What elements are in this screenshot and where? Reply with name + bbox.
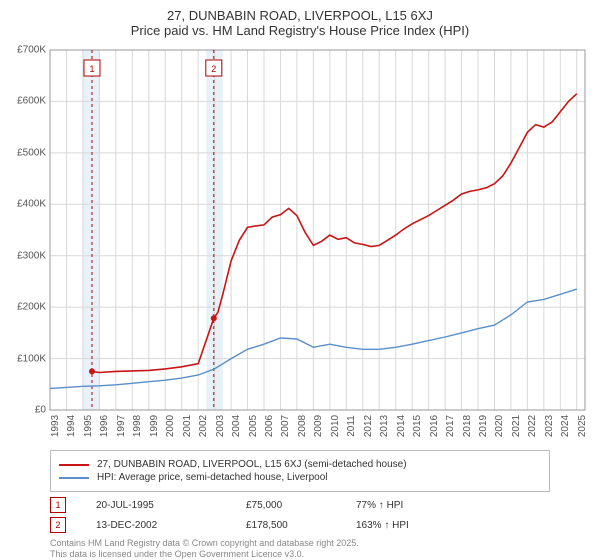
marker-pct-2: 163% ↑ HPI	[356, 520, 476, 531]
legend: 27, DUNBABIN ROAD, LIVERPOOL, L15 6XJ (s…	[50, 450, 550, 492]
x-tick-label: 1995	[83, 415, 94, 437]
legend-swatch	[59, 477, 89, 479]
series-step-dot	[211, 315, 217, 321]
y-axis: £0£100K£200K£300K£400K£500K£600K£700K	[0, 50, 50, 410]
marker-date-2: 13-DEC-2002	[96, 520, 246, 531]
x-tick-label: 1996	[99, 415, 110, 437]
series-property	[92, 94, 577, 373]
x-tick-label: 2000	[165, 415, 176, 437]
x-tick-label: 2025	[577, 415, 588, 437]
y-tick-label: £700K	[17, 45, 46, 56]
x-tick-label: 2021	[511, 415, 522, 437]
x-axis: 1993 1994 1995 1996 1997 1998 1999 2000 2001 2002…	[50, 410, 585, 450]
x-tick-label: 1993	[50, 415, 61, 437]
x-tick-label: 2011	[346, 415, 357, 437]
x-tick-label: 1999	[149, 415, 160, 437]
x-tick-label: 2002	[198, 415, 209, 437]
series-start-dot	[89, 368, 95, 374]
x-tick-label: 2005	[248, 415, 259, 437]
x-tick-label: 2024	[560, 415, 571, 437]
x-tick-label: 2018	[462, 415, 473, 437]
marker-badge-2: 2	[50, 517, 66, 533]
chart-container: 27, DUNBABIN ROAD, LIVERPOOL, L15 6XJ Pr…	[0, 0, 600, 560]
x-tick-label: 2019	[478, 415, 489, 437]
marker-line-num: 2	[211, 64, 216, 74]
y-tick-label: £100K	[17, 353, 46, 364]
x-tick-label: 1994	[66, 415, 77, 437]
x-tick-label: 1998	[132, 415, 143, 437]
chart-area: 12	[50, 50, 585, 410]
x-tick-label: 2009	[313, 415, 324, 437]
y-tick-label: £200K	[17, 302, 46, 313]
x-tick-label: 2015	[412, 415, 423, 437]
x-tick-label: 2020	[494, 415, 505, 437]
title-block: 27, DUNBABIN ROAD, LIVERPOOL, L15 6XJ Pr…	[0, 0, 600, 42]
legend-label: 27, DUNBABIN ROAD, LIVERPOOL, L15 6XJ (s…	[97, 459, 407, 470]
x-tick-label: 2017	[445, 415, 456, 437]
x-tick-label: 2013	[379, 415, 390, 437]
chart-svg: 12	[50, 50, 585, 410]
legend-row: 27, DUNBABIN ROAD, LIVERPOOL, L15 6XJ (s…	[59, 459, 541, 470]
footer-line1: Contains HM Land Registry data © Crown c…	[50, 538, 359, 549]
x-tick-label: 2003	[215, 415, 226, 437]
x-tick-label: 1997	[116, 415, 127, 437]
y-tick-label: £0	[35, 405, 46, 416]
marker-pct-1: 77% ↑ HPI	[356, 500, 476, 511]
x-tick-label: 2004	[231, 415, 242, 437]
y-tick-label: £400K	[17, 199, 46, 210]
marker-date-1: 20-JUL-1995	[96, 500, 246, 511]
x-tick-label: 2016	[429, 415, 440, 437]
marker-row-2: 2 13-DEC-2002 £178,500 163% ↑ HPI	[50, 517, 580, 533]
x-tick-label: 2008	[297, 415, 308, 437]
x-tick-label: 2022	[527, 415, 538, 437]
marker-badge-1: 1	[50, 497, 66, 513]
legend-label: HPI: Average price, semi-detached house,…	[97, 472, 328, 483]
marker-price-2: £178,500	[246, 520, 356, 531]
x-tick-label: 2023	[544, 415, 555, 437]
x-tick-label: 2006	[264, 415, 275, 437]
x-tick-label: 2014	[396, 415, 407, 437]
footer-attribution: Contains HM Land Registry data © Crown c…	[50, 538, 359, 560]
shaded-band	[83, 50, 99, 410]
legend-row: HPI: Average price, semi-detached house,…	[59, 472, 541, 483]
x-tick-label: 2007	[280, 415, 291, 437]
plot-border	[50, 50, 585, 410]
x-tick-label: 2010	[330, 415, 341, 437]
marker-row-1: 1 20-JUL-1995 £75,000 77% ↑ HPI	[50, 497, 580, 513]
legend-swatch	[59, 464, 89, 466]
chart-title-address: 27, DUNBABIN ROAD, LIVERPOOL, L15 6XJ	[0, 8, 600, 23]
x-tick-label: 2001	[182, 415, 193, 437]
x-tick-label: 2012	[363, 415, 374, 437]
y-tick-label: £500K	[17, 147, 46, 158]
footer-line2: This data is licensed under the Open Gov…	[50, 549, 359, 560]
y-tick-label: £600K	[17, 96, 46, 107]
marker-price-1: £75,000	[246, 500, 356, 511]
y-tick-label: £300K	[17, 250, 46, 261]
chart-title-subtitle: Price paid vs. HM Land Registry's House …	[0, 23, 600, 38]
marker-line-num: 1	[89, 64, 94, 74]
